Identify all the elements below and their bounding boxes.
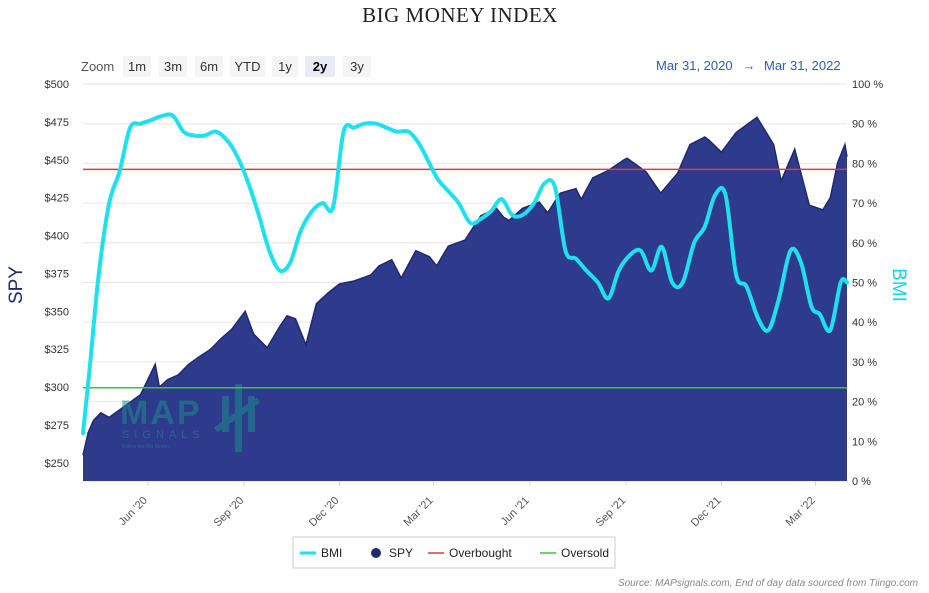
- y-left-tick-label: $450: [45, 155, 69, 167]
- y-right-tick-label: 80 %: [852, 158, 877, 170]
- legend-label: Oversold: [561, 546, 609, 560]
- zoom-button-label: 3m: [164, 59, 182, 74]
- y-axis-left-ticks: $250 $275 $300 $325 $350 $375 $400 $425 $450 $475…: [45, 79, 69, 470]
- y-left-tick-label: $350: [45, 306, 69, 318]
- zoom-button-bg: [159, 56, 187, 77]
- legend-item-overbought[interactable]: Overbought: [428, 546, 512, 560]
- watermark-brand: MAP: [120, 394, 202, 432]
- y-right-tick-label: 0 %: [852, 476, 871, 488]
- x-tick-label: Dec '21: [689, 495, 724, 530]
- date-range-start[interactable]: Mar 31, 2020: [656, 58, 733, 73]
- legend-label: SPY: [389, 546, 413, 560]
- x-axis-ticks: Jun '20 Sep '20 Dec '20 Mar '21 Jun '21 Sep '…: [117, 481, 818, 529]
- zoom-button-label: YTD: [235, 59, 261, 74]
- zoom-button-label: 6m: [200, 59, 218, 74]
- legend-item-oversold[interactable]: Oversold: [540, 546, 609, 560]
- zoom-button-bg: [123, 56, 151, 77]
- map-signals-logo-icon: [213, 384, 261, 452]
- y-left-tick-label: $275: [45, 420, 69, 432]
- zoom-button-label: 3y: [350, 59, 364, 74]
- spy-area: [83, 117, 847, 482]
- zoom-buttons: 1m 3m 6m YTD 1y 2y 3y: [123, 56, 371, 77]
- x-tick-label: Mar '22: [784, 495, 818, 529]
- zoom-button-bg: [343, 56, 371, 77]
- zoom-button-bg: [195, 56, 223, 77]
- bmi-line: [81, 112, 849, 436]
- y-right-tick-label: 10 %: [852, 436, 877, 448]
- y-left-tick-label: $425: [45, 193, 69, 205]
- x-tick-label: Sep '20: [212, 495, 247, 530]
- date-range: Mar 31, 2020 → Mar 31, 2022: [656, 58, 841, 73]
- x-tick-label: Mar '21: [402, 495, 436, 529]
- y-right-tick-label: 20 %: [852, 397, 877, 409]
- zoom-button-label: 1y: [278, 59, 292, 74]
- zoom-button-1m[interactable]: 1m: [123, 56, 151, 77]
- zoom-button-2y[interactable]: 2y: [305, 56, 335, 77]
- legend-label: Overbought: [449, 546, 512, 560]
- y-right-tick-label: 70 %: [852, 198, 877, 210]
- zoom-button-label: 2y: [313, 59, 328, 74]
- zoom-button-bg: [230, 56, 265, 77]
- y-axis-left-title: SPY: [6, 266, 27, 304]
- y-axis-right-ticks: 0 % 10 % 20 % 30 % 40 % 50 % 60 % 70 % 80 % 90 % 1…: [852, 79, 883, 488]
- spy-line: [82, 116, 848, 456]
- chart-title: BIG MONEY INDEX: [362, 3, 558, 27]
- zoom-button-1y[interactable]: 1y: [272, 56, 298, 77]
- y-right-tick-label: 40 %: [852, 317, 877, 329]
- zoom-button-3m[interactable]: 3m: [159, 56, 187, 77]
- zoom-button-6m[interactable]: 6m: [195, 56, 223, 77]
- legend-label: BMI: [321, 546, 342, 560]
- legend-item-bmi[interactable]: BMI: [300, 546, 342, 560]
- legend-box: [292, 536, 616, 569]
- zoom-button-ytd[interactable]: YTD: [230, 56, 265, 77]
- y-left-tick-label: $300: [45, 382, 69, 394]
- legend: BMI SPY Overbought Oversold: [292, 536, 616, 569]
- y-right-tick-label: 100 %: [852, 79, 883, 91]
- y-right-tick-label: 60 %: [852, 238, 877, 250]
- map-signals-watermark: MAP SIGNALS Follow the Big Money: [120, 384, 261, 452]
- y-left-tick-label: $400: [45, 231, 69, 243]
- y-right-tick-label: 50 %: [852, 278, 877, 290]
- date-range-arrow: →: [743, 58, 756, 73]
- watermark-sub: SIGNALS: [122, 429, 205, 441]
- y-left-tick-label: $325: [45, 344, 69, 356]
- date-range-end[interactable]: Mar 31, 2022: [764, 58, 841, 73]
- zoom-button-label: 1m: [128, 59, 146, 74]
- x-tick-label: Sep '21: [594, 495, 629, 530]
- legend-item-spy[interactable]: SPY: [371, 546, 413, 560]
- source-credit: Source: MAPsignals.com, End of day data …: [618, 578, 918, 589]
- y-left-tick-label: $500: [45, 79, 69, 91]
- legend-symbol-spy: [371, 548, 381, 558]
- zoom-button-bg: [305, 56, 335, 77]
- x-tick-label: Jun '21: [499, 495, 532, 528]
- zoom-label: Zoom: [81, 59, 114, 74]
- zoom-button-bg: [272, 56, 298, 77]
- y-left-tick-label: $475: [45, 117, 69, 129]
- y-right-tick-label: 30 %: [852, 357, 877, 369]
- y-axis-right-title: BMI: [888, 268, 909, 302]
- x-tick-label: Jun '20: [117, 495, 150, 528]
- x-tick-label: Dec '20: [307, 495, 342, 530]
- y-left-tick-label: $250: [45, 458, 69, 470]
- y-right-tick-label: 90 %: [852, 119, 877, 131]
- watermark-tagline: Follow the Big Money: [122, 444, 170, 450]
- y-left-tick-label: $375: [45, 268, 69, 280]
- zoom-button-3y[interactable]: 3y: [343, 56, 371, 77]
